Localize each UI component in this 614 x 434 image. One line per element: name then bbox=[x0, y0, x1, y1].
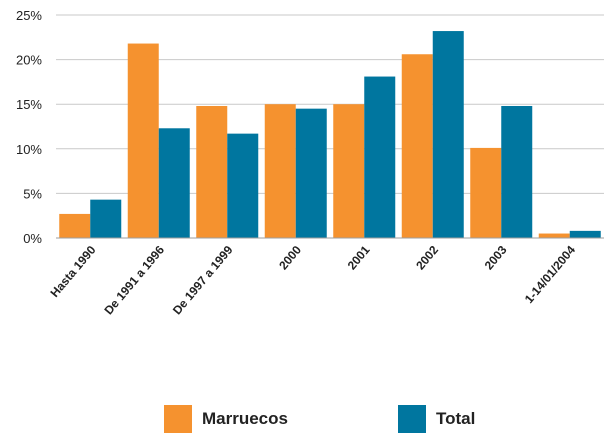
y-tick-label: 25% bbox=[16, 8, 42, 23]
x-tick-label: 2001 bbox=[345, 243, 373, 273]
bar-marruecos bbox=[538, 233, 570, 238]
legend-label-marruecos: Marruecos bbox=[202, 409, 288, 428]
x-tick-label: De 1991 a 1996 bbox=[101, 243, 167, 318]
x-tick-label: Hasta 1990 bbox=[48, 243, 99, 300]
bar-marruecos bbox=[333, 104, 365, 238]
x-tick-label: 2000 bbox=[276, 243, 304, 273]
x-tick-label: 2002 bbox=[413, 243, 441, 273]
legend-swatch-total bbox=[398, 405, 426, 433]
bar-total bbox=[501, 105, 533, 238]
bar-marruecos bbox=[59, 213, 91, 238]
y-tick-label: 15% bbox=[16, 97, 42, 112]
y-tick-label: 10% bbox=[16, 142, 42, 157]
legend-swatch-marruecos bbox=[164, 405, 192, 433]
bar-total bbox=[364, 76, 396, 238]
x-tick-label: De 1997 a 1999 bbox=[170, 243, 236, 318]
bar-marruecos bbox=[470, 147, 502, 238]
bar-marruecos bbox=[127, 43, 159, 238]
bar-total bbox=[569, 230, 601, 238]
bar-total bbox=[227, 133, 259, 238]
bar-marruecos bbox=[264, 104, 296, 238]
bar-marruecos bbox=[196, 105, 228, 238]
legend-label-total: Total bbox=[436, 409, 476, 428]
x-tick-label: 2003 bbox=[482, 243, 510, 273]
bars bbox=[59, 31, 601, 238]
bar-total bbox=[295, 108, 327, 238]
legend-item-total: Total bbox=[398, 404, 475, 434]
legend: Marruecos Total bbox=[0, 404, 614, 434]
bar-total bbox=[158, 128, 190, 238]
bar-total bbox=[90, 199, 122, 238]
x-axis-ticks: Hasta 1990 De 1991 a 1996 De 1997 a 1999 20… bbox=[48, 243, 579, 318]
legend-item-marruecos: Marruecos bbox=[164, 404, 288, 434]
bar-marruecos bbox=[401, 54, 433, 238]
y-axis-ticks: 0% 5% 10% 15% 20% 25% bbox=[16, 8, 42, 246]
y-tick-label: 5% bbox=[23, 186, 42, 201]
y-tick-label: 0% bbox=[23, 231, 42, 246]
x-tick-label: 1-14/01/2004 bbox=[522, 243, 578, 306]
bar-total bbox=[432, 31, 464, 238]
y-tick-label: 20% bbox=[16, 53, 42, 68]
